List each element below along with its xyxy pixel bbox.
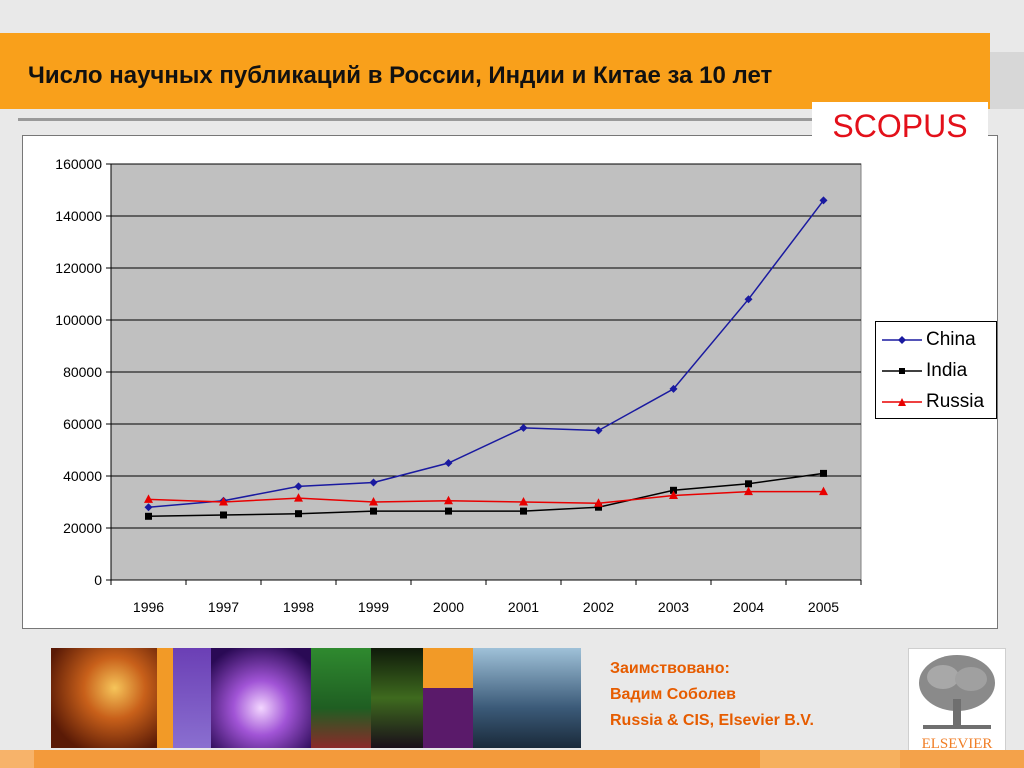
slide-title: Число научных публикаций в России, Индии…: [28, 62, 773, 89]
elsevier-logo: ELSEVIER: [908, 648, 1006, 756]
photo-fiber-optics: [51, 648, 157, 748]
series-line-india: [148, 472, 824, 518]
legend-item-china: China: [882, 326, 976, 354]
elsevier-tree-icon: [919, 655, 995, 729]
bottom-bar-segment: [760, 750, 900, 768]
x-tick-label: 2005: [808, 599, 839, 615]
x-tick-label: 2000: [433, 599, 464, 615]
photo-orange-purple: [423, 648, 473, 748]
y-tick-label: 60000: [63, 416, 102, 432]
photo-purple-lights: [211, 648, 311, 748]
y-tick-label: 40000: [63, 468, 102, 484]
point-russia: [819, 486, 828, 496]
point-china: [369, 478, 378, 487]
chart-legend: China India Russia: [875, 321, 997, 419]
y-tick-label: 80000: [63, 364, 102, 380]
x-tick-label: 2002: [583, 599, 614, 615]
credit-line-borrowed: Заимствовано:: [610, 660, 730, 677]
point-india: [745, 480, 752, 488]
point-india: [820, 469, 827, 477]
x-tick-label: 2004: [733, 599, 764, 615]
point-russia: [369, 497, 378, 506]
point-india: [370, 507, 377, 515]
point-china: [519, 423, 528, 432]
x-tick-label: 1997: [208, 599, 239, 615]
scopus-badge: SCOPUS: [812, 102, 988, 150]
bottom-bar-segment: [0, 750, 34, 768]
photo-office: [473, 648, 581, 748]
bottom-bar-segment: [900, 750, 1024, 768]
photo-wind-turbine: [173, 648, 211, 748]
point-india: [520, 507, 527, 515]
title-bar: [0, 33, 990, 109]
point-india: [595, 503, 602, 511]
point-china: [144, 503, 153, 512]
point-russia: [444, 495, 453, 505]
x-tick-label: 2003: [658, 599, 689, 615]
photo-strip: [51, 648, 581, 748]
x-tick-label: 2001: [508, 599, 539, 615]
y-tick-label: 140000: [55, 208, 102, 224]
point-china: [594, 426, 603, 435]
legend-item-india: India: [882, 357, 967, 385]
point-russia: [144, 494, 153, 503]
series-line-russia: [148, 490, 824, 505]
point-russia: [294, 493, 303, 502]
elsevier-logo-text: ELSEVIER: [921, 736, 993, 752]
x-tick-label: 1999: [358, 599, 389, 615]
point-india: [295, 510, 302, 518]
legend-swatch-russia: [882, 398, 922, 406]
point-china: [669, 384, 678, 393]
y-tick-label: 160000: [55, 156, 102, 172]
y-tick-label: 20000: [63, 520, 102, 536]
series-line-china: [148, 199, 825, 508]
point-russia: [219, 497, 228, 506]
legend-label-china: China: [926, 329, 976, 350]
legend-swatch-china: [882, 336, 922, 344]
point-china: [294, 482, 303, 491]
title-underline: [18, 118, 988, 121]
x-tick-label: 1998: [283, 599, 314, 615]
line-chart: 0 20000 40000 60000 80000 100000 120000 140000 1…: [55, 156, 862, 615]
y-tick-label: 120000: [55, 260, 102, 276]
point-india: [145, 512, 152, 520]
y-tick-label: 100000: [55, 312, 102, 328]
point-china: [819, 196, 828, 205]
point-china: [744, 295, 753, 304]
point-china: [444, 459, 453, 467]
legend-item-russia: Russia: [882, 388, 984, 416]
photo-green-block: [311, 648, 371, 748]
legend-label-india: India: [926, 360, 968, 381]
chart-frame: 0 20000 40000 60000 80000 100000 120000 140000 1…: [22, 135, 998, 629]
point-russia: [669, 490, 678, 499]
credit-line-org: Russia & CIS, Elsevier B.V.: [610, 712, 814, 729]
point-india: [445, 507, 452, 515]
title-bar-tab: [990, 52, 1024, 109]
credit-line-author: Вадим Соболев: [610, 686, 736, 703]
point-russia: [519, 497, 528, 506]
legend-label-russia: Russia: [926, 391, 985, 412]
photo-orange-block: [157, 648, 173, 748]
point-russia: [594, 498, 603, 507]
photo-plant: [371, 648, 423, 748]
credit-block: Заимствовано: Вадим Соболев Russia & CIS…: [610, 656, 814, 734]
x-tick-label: 1996: [133, 599, 164, 615]
y-tick-label: 0: [94, 572, 102, 588]
legend-swatch-india: [882, 368, 922, 374]
point-russia: [744, 486, 753, 496]
bottom-bar: [0, 750, 1024, 768]
point-india: [220, 511, 227, 519]
point-india: [670, 486, 677, 494]
